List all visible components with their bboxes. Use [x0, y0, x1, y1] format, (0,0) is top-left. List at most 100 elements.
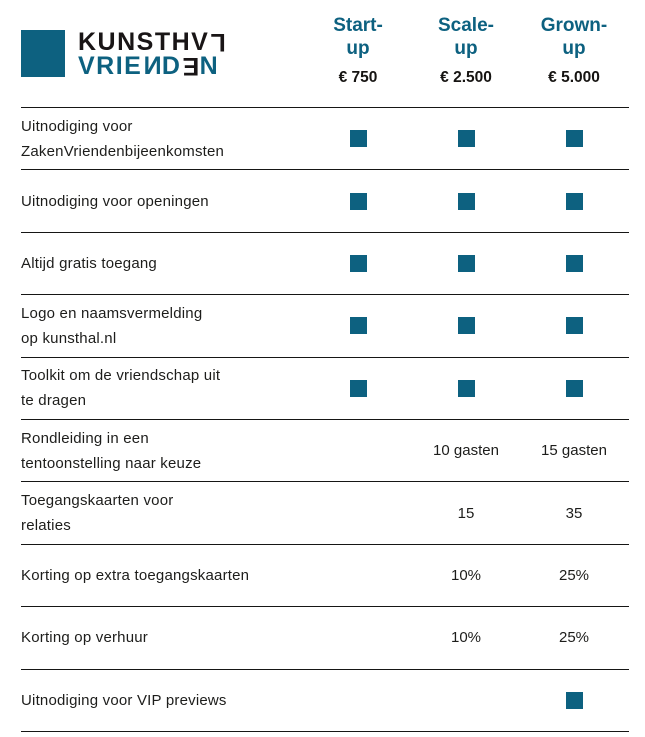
- included-square-icon: [565, 317, 583, 335]
- benefit-cell: [520, 358, 628, 419]
- plan-price: € 5.000: [548, 69, 600, 86]
- benefits-table-body: Uitnodiging voor ZakenVriendenbijeenkomst…: [21, 107, 629, 732]
- cell-value: 10%: [450, 566, 482, 584]
- table-row: Logo en naamsvermelding op kunsthal.nl: [21, 294, 629, 356]
- benefit-label: Uitnodiging voor openingen: [21, 189, 304, 214]
- table-row: Altijd gratis toegang: [21, 231, 629, 294]
- column-header-grown-up: Grown-up € 5.000: [520, 14, 628, 93]
- benefit-cell: 15: [412, 482, 520, 543]
- plan-name-line2: up: [346, 38, 370, 59]
- benefit-cell: [304, 233, 412, 294]
- benefit-label: Altijd gratis toegang: [21, 251, 304, 276]
- benefit-label-line1: Uitnodiging voor: [21, 117, 133, 135]
- benefit-label-line2: tentoonstelling naar keuze: [21, 454, 202, 472]
- logo-line2-part5: N: [199, 51, 220, 80]
- table-row: Korting op verhuur 10% 25%: [21, 606, 629, 668]
- cell-value: 25%: [558, 566, 590, 584]
- benefit-label: Toolkit om de vriendschap uit te dragen: [21, 363, 304, 413]
- included-square-icon: [565, 691, 583, 709]
- benefit-cell: 25%: [520, 545, 628, 606]
- benefit-cell: 10%: [412, 607, 520, 668]
- included-square-icon: [565, 192, 583, 210]
- benefit-cell: [412, 670, 520, 731]
- benefit-cell: [412, 233, 520, 294]
- benefit-cell: [304, 170, 412, 231]
- benefit-cell: [304, 607, 412, 668]
- benefit-label: Korting op extra toegangskaarten: [21, 563, 304, 588]
- table-row: Uitnodiging voor VIP previews: [21, 668, 629, 731]
- included-square-icon: [349, 379, 367, 397]
- included-square-icon: [565, 130, 583, 148]
- benefit-label: Rondleiding in een tentoonstelling naar k…: [21, 426, 304, 476]
- benefit-label: Uitnodiging voor VIP previews: [21, 688, 304, 713]
- benefit-label-line1: Altijd gratis toegang: [21, 254, 157, 272]
- included-square-icon: [349, 317, 367, 335]
- column-header-start-up: Start-up € 750: [304, 14, 412, 93]
- plan-price: € 750: [338, 69, 378, 86]
- benefit-cell: [412, 295, 520, 356]
- benefit-label: Toegangskaarten voor relaties: [21, 488, 304, 538]
- table-header: KUNSTHVL VRIENDEN Start-up € 750 Scale-u…: [21, 0, 629, 107]
- included-square-icon: [565, 254, 583, 272]
- table-row: Uitnodiging voor ZakenVriendenbijeenkomst…: [21, 107, 629, 169]
- benefit-cell: [412, 170, 520, 231]
- benefit-cell: [304, 482, 412, 543]
- plan-name: Start-up: [304, 14, 412, 60]
- benefit-label: Korting op verhuur: [21, 625, 304, 650]
- benefit-label-line1: Korting op verhuur: [21, 629, 149, 647]
- plan-name: Scale-up: [412, 14, 520, 60]
- cell-value: 35: [565, 504, 583, 522]
- logo-line1-part2: V: [191, 27, 210, 56]
- benefit-cell: 10%: [412, 545, 520, 606]
- benefit-cell: [304, 545, 412, 606]
- plan-name-line2: up: [562, 38, 586, 59]
- logo-line1-flipped-l: L: [209, 27, 227, 56]
- benefit-label-line1: Logo en naamsvermelding: [21, 304, 203, 322]
- logo-square-icon: [21, 30, 65, 77]
- logo-line2-part3: D: [161, 51, 182, 80]
- kunsthal-vrienden-logo[interactable]: KUNSTHVL VRIENDEN: [21, 27, 304, 80]
- benefit-cell: 25%: [520, 607, 628, 668]
- benefit-cell: 35: [520, 482, 628, 543]
- included-square-icon: [457, 192, 475, 210]
- benefit-cell: [412, 358, 520, 419]
- benefit-label-line2: te dragen: [21, 392, 87, 410]
- logo-line1-part1: KUNSTH: [78, 27, 192, 56]
- cell-value: 25%: [558, 629, 590, 647]
- benefit-label: Uitnodiging voor ZakenVriendenbijeenkomst…: [21, 114, 304, 164]
- cell-value: 15: [457, 504, 475, 522]
- table-row: Uitnodiging voor openingen: [21, 169, 629, 231]
- table-row: Korting op extra toegangskaarten 10% 25%: [21, 543, 629, 606]
- benefit-cell: [304, 108, 412, 169]
- logo-line2-flipped-e: E: [181, 51, 200, 80]
- table-row: Rondleiding in een tentoonstelling naar k…: [21, 418, 629, 481]
- benefit-cell: [304, 358, 412, 419]
- included-square-icon: [349, 254, 367, 272]
- benefit-cell: [520, 670, 628, 731]
- included-square-icon: [457, 317, 475, 335]
- benefit-cell: 10 gasten: [412, 420, 520, 481]
- logo-line2-mirrored-n: N: [142, 51, 162, 80]
- benefit-cell: [520, 170, 628, 231]
- plan-name: Grown-up: [520, 14, 628, 60]
- benefit-label-line2: relaties: [21, 517, 71, 535]
- included-square-icon: [565, 379, 583, 397]
- benefit-label-line1: Uitnodiging voor VIP previews: [21, 691, 227, 709]
- included-square-icon: [457, 254, 475, 272]
- benefit-label-line1: Korting op extra toegangskaarten: [21, 566, 250, 584]
- logo-line2: VRIENDEN: [78, 51, 226, 80]
- benefit-cell: [304, 670, 412, 731]
- included-square-icon: [457, 130, 475, 148]
- benefit-cell: [520, 233, 628, 294]
- included-square-icon: [349, 130, 367, 148]
- benefit-cell: [412, 108, 520, 169]
- column-header-scale-up: Scale-up € 2.500: [412, 14, 520, 93]
- benefit-cell: [304, 420, 412, 481]
- benefit-cell: [520, 108, 628, 169]
- cell-value: 15 gasten: [541, 442, 607, 460]
- benefit-cell: 15 gasten: [520, 420, 628, 481]
- benefit-label-line1: Rondleiding in een: [21, 429, 149, 447]
- benefit-label-line1: Toolkit om de vriendschap uit: [21, 367, 221, 385]
- plan-name-line1: Scale-: [438, 15, 494, 36]
